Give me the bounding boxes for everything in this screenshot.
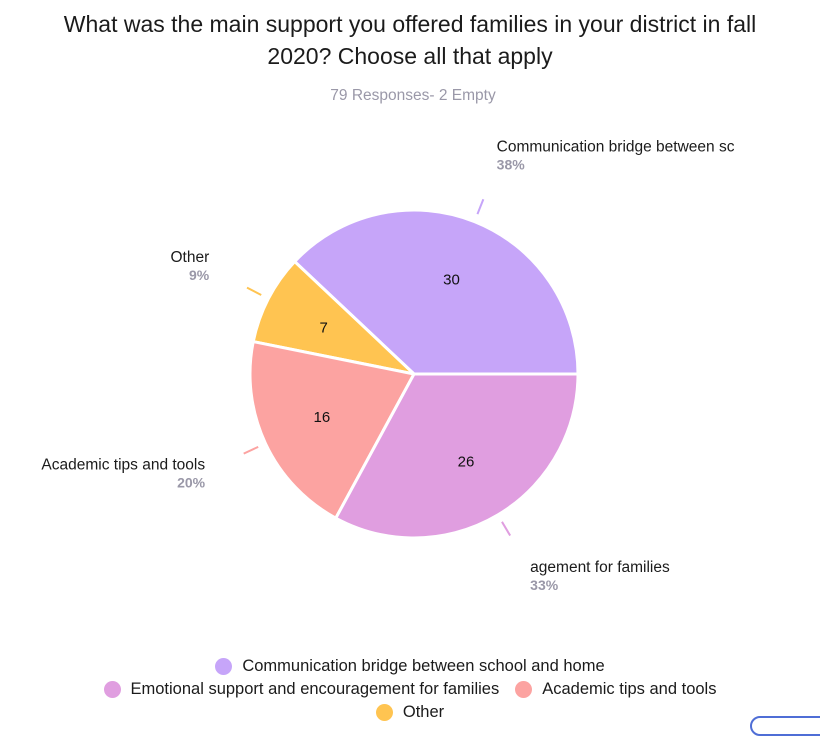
chart-subtitle: 79 Responses- 2 Empty	[330, 87, 496, 104]
legend-label: Academic tips and tools	[542, 680, 717, 698]
callout-line	[476, 198, 485, 215]
legend-item-emotional-support[interactable]: Emotional support and encouragement for …	[103, 680, 500, 699]
callout-percent: 9%	[189, 267, 210, 283]
legend-label: Emotional support and encouragement for …	[130, 680, 500, 698]
callout-label: Academic tips and tools	[41, 457, 205, 474]
callout-label: Other	[170, 249, 209, 266]
pie-slice-other[interactable]	[251, 259, 419, 377]
legend-swatch	[375, 704, 393, 721]
slice-value-label: 16	[314, 409, 331, 426]
callout-label: agement for families	[530, 559, 670, 576]
legend-item-other[interactable]: Other	[375, 703, 445, 722]
callout-percent: 33%	[530, 577, 559, 593]
legend-swatch	[103, 681, 121, 698]
callout-line	[501, 521, 512, 537]
legend-swatch	[215, 658, 233, 675]
callout-line	[243, 445, 259, 455]
callout-percent: 38%	[497, 157, 526, 173]
legend-item-academic-tips[interactable]: Academic tips and tools	[515, 680, 716, 699]
chart-title: What was the main support you offered fa…	[63, 11, 757, 69]
corner-widget[interactable]	[750, 716, 820, 736]
slice-value-label: 7	[320, 319, 328, 336]
legend-swatch	[515, 681, 533, 698]
slice-value-label: 30	[443, 271, 460, 288]
callout-percent: 20%	[177, 475, 206, 491]
legend-label: Communication bridge between school and …	[242, 657, 605, 675]
callout-label: Communication bridge between sc	[497, 139, 735, 156]
pie-slice-emotional-support-and-encouragement-for-families[interactable]	[333, 372, 580, 540]
legend-item-communication[interactable]: Communication bridge between school and …	[215, 657, 605, 676]
legend-label: Other	[402, 703, 445, 721]
pie-slice-communication-bridge-between-school-and-home[interactable]	[292, 208, 580, 376]
chart-legend: Communication bridge between school and …	[0, 655, 820, 724]
pie-slice-academic-tips-and-tools[interactable]	[248, 339, 417, 521]
callout-line	[246, 286, 262, 296]
slice-value-label: 26	[458, 453, 475, 470]
